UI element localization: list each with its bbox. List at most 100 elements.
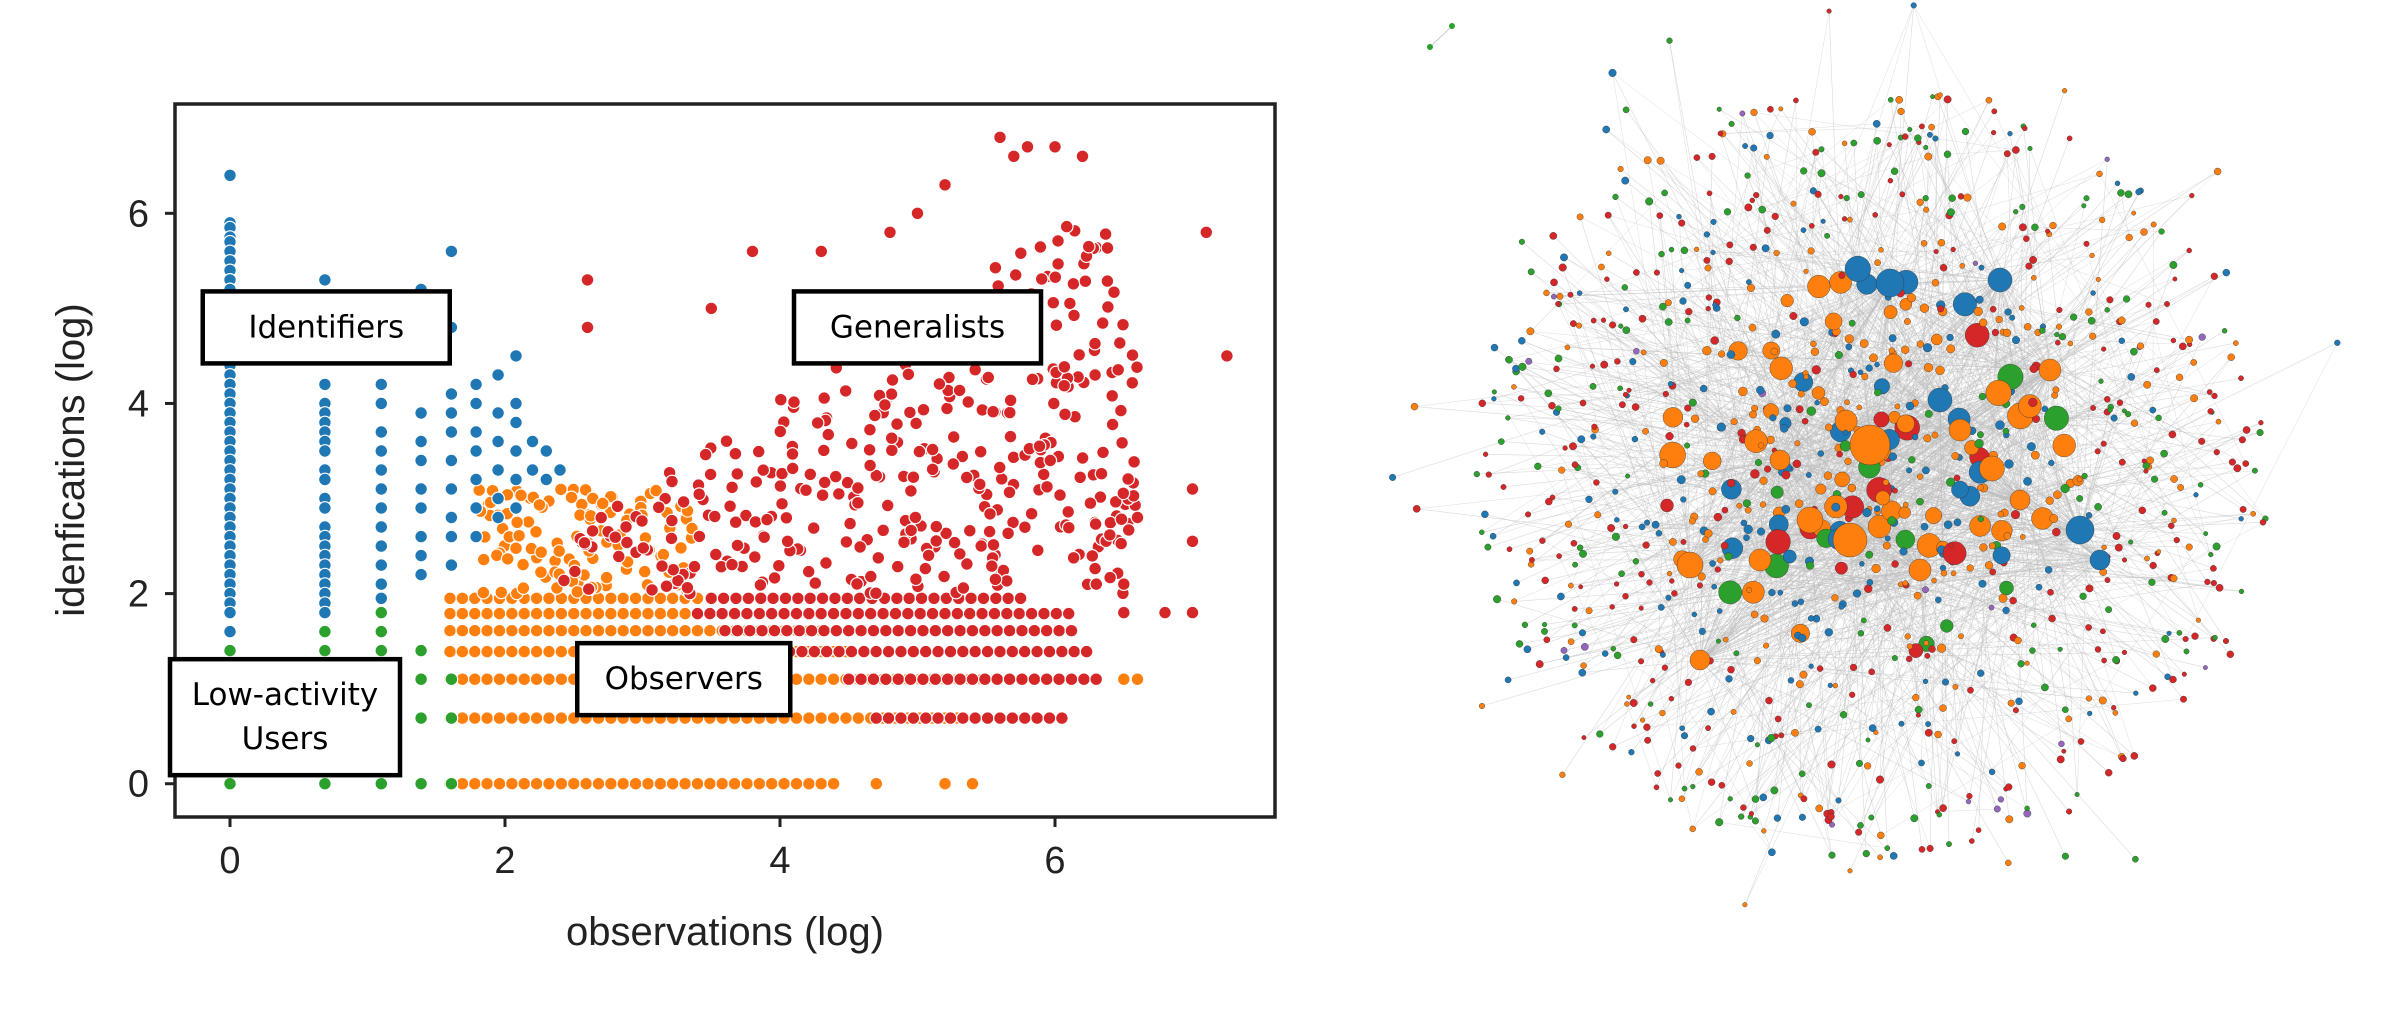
data-point (913, 606, 928, 621)
data-point (1116, 605, 1131, 620)
network-node (1769, 414, 1777, 422)
network-node (1638, 571, 1645, 578)
network-node (1942, 541, 1967, 566)
network-node (2242, 460, 2249, 467)
network-edge (1869, 242, 1942, 446)
data-point (655, 559, 669, 573)
network-node (2128, 539, 2134, 545)
network-node (1831, 594, 1839, 602)
network-node (2213, 167, 2222, 176)
network-node (1824, 628, 1833, 637)
network-node (1647, 701, 1654, 707)
network-node (2004, 308, 2012, 316)
data-point (1075, 149, 1090, 164)
network-node (2087, 710, 2093, 717)
data-point (649, 483, 663, 498)
data-point (509, 444, 523, 458)
data-point (1003, 429, 1018, 444)
network-node (2011, 336, 2020, 345)
network-node (1930, 333, 1943, 346)
network-edge (2027, 481, 2101, 561)
network-node (1556, 292, 1564, 300)
data-point (925, 462, 940, 477)
data-point (703, 467, 718, 482)
network-node (1554, 354, 1563, 363)
network-node (2185, 543, 2193, 551)
network-edge (1774, 148, 2031, 352)
data-point (1025, 372, 1040, 387)
network-node (1710, 249, 1716, 256)
data-point (517, 776, 532, 791)
network-node (1766, 131, 1774, 140)
network-edge (1925, 147, 2030, 267)
network-edge (1722, 123, 1877, 135)
data-point (505, 672, 519, 687)
network-node (2152, 650, 2160, 658)
network-node (2053, 490, 2062, 500)
data-point (1088, 336, 1102, 351)
network-edge (1596, 482, 2021, 501)
network-node (1678, 219, 1686, 227)
network-node (1871, 563, 1881, 574)
data-point (444, 510, 459, 525)
network-node (1778, 732, 1785, 739)
data-point (610, 499, 625, 514)
data-point (918, 644, 933, 659)
network-node (2104, 769, 2113, 777)
data-point (1030, 644, 1044, 659)
network-node (1922, 195, 1929, 202)
data-point (1059, 219, 1074, 234)
network-node (1842, 429, 1849, 436)
data-point (1037, 606, 1051, 621)
data-point (554, 644, 569, 659)
network-node (1923, 206, 1930, 213)
network-node (1678, 795, 1686, 802)
data-point (946, 430, 961, 444)
data-point (517, 711, 532, 725)
network-node (1797, 390, 1805, 398)
network-node (2003, 532, 2012, 540)
network-node (1940, 570, 1948, 577)
network-node (2058, 333, 2067, 341)
data-point (962, 523, 977, 538)
data-point (1112, 336, 1127, 350)
network-edge (1759, 559, 2066, 710)
network-node (1792, 459, 1802, 468)
data-point (509, 349, 523, 363)
network-node (2222, 268, 2231, 277)
network-node (1654, 770, 1661, 777)
data-point (509, 415, 523, 430)
data-point (1013, 591, 1028, 606)
network-edge (1551, 405, 1701, 661)
network-node (1638, 605, 1644, 611)
network-node (2017, 660, 2025, 668)
network-node (1886, 142, 1892, 148)
data-point (704, 301, 719, 316)
network-node (1803, 268, 1809, 274)
network-node (1812, 148, 1820, 156)
data-point (374, 501, 389, 515)
network-node (1684, 442, 1691, 449)
data-point (1125, 348, 1140, 363)
network-edge (1730, 669, 1779, 720)
network-node (1750, 610, 1759, 619)
network-node (1809, 187, 1817, 195)
network-node (1914, 705, 1923, 714)
network-edge (1730, 529, 2081, 800)
network-node (1827, 682, 1833, 689)
network-node (1649, 677, 1656, 684)
network-node (1617, 385, 1623, 392)
network-node (1966, 564, 1974, 572)
data-point (780, 623, 794, 638)
network-node (1661, 189, 1668, 197)
network-edge (1568, 523, 1691, 566)
network-node (2160, 449, 2168, 458)
network-edge (1578, 173, 2100, 326)
network-node (1669, 578, 1675, 584)
data-point (719, 434, 734, 449)
network-node (1934, 730, 1942, 739)
annotation-box: Generalists (791, 289, 1044, 366)
data-point (469, 396, 484, 411)
network-node (2087, 316, 2096, 325)
network-node (1666, 37, 1673, 44)
